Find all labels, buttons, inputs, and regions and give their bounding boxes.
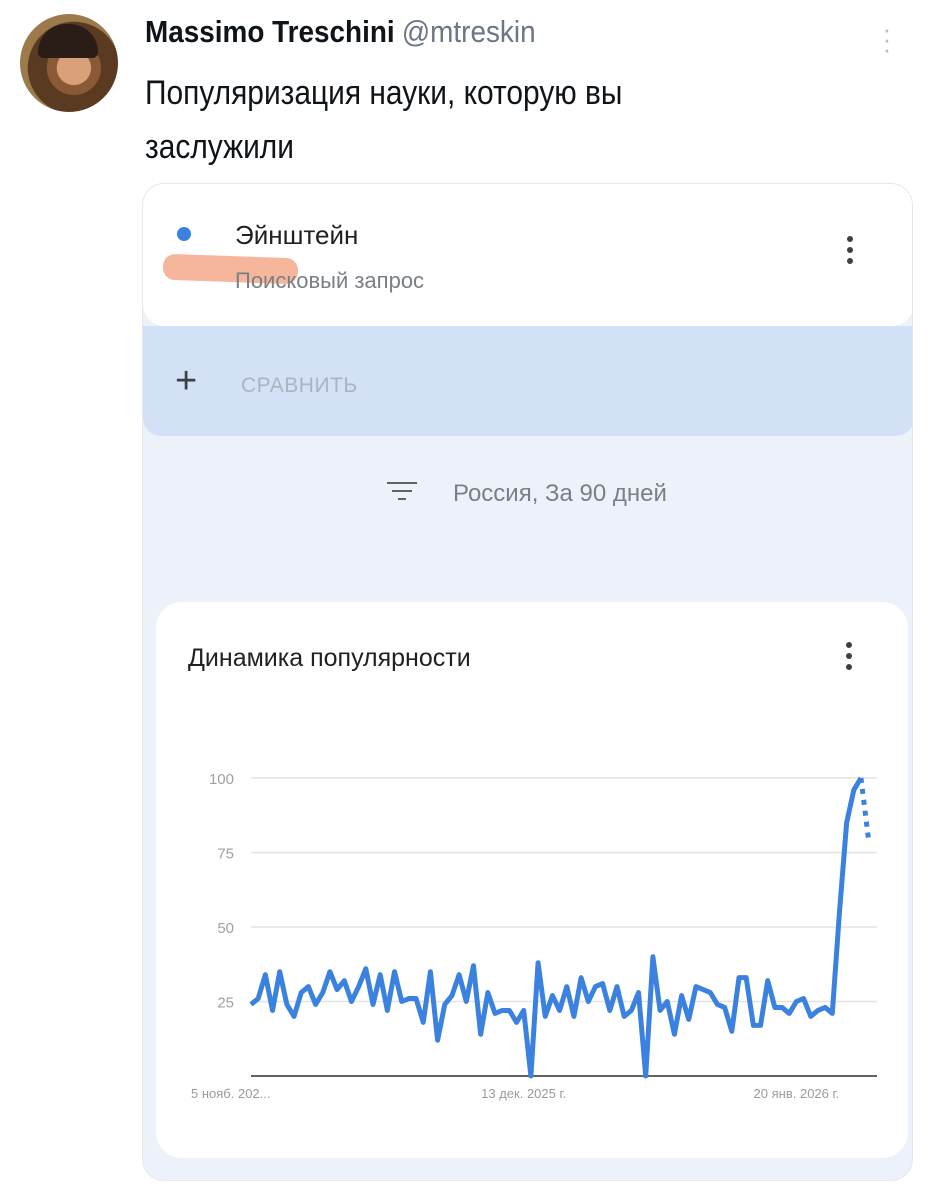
avatar[interactable] xyxy=(20,14,118,112)
partial-data-line xyxy=(858,777,872,844)
plus-icon: + xyxy=(175,360,198,402)
search-term-card: Эйнштейн Поисковый запрос xyxy=(143,184,912,326)
x-tick-label: 13 дек. 2025 г. xyxy=(481,1086,566,1101)
compare-label: СРАВНИТЬ xyxy=(241,374,358,397)
x-tick-label: 20 янв. 2026 г. xyxy=(754,1086,840,1101)
author-handle[interactable]: @mtreskin xyxy=(401,14,536,49)
y-tick-label: 50 xyxy=(217,920,234,937)
y-tick-label: 100 xyxy=(209,771,234,788)
author[interactable]: Massimo Treschini @mtreskin xyxy=(145,14,536,50)
tweet-text: Популяризация науки, которую вы заслужил… xyxy=(145,74,623,166)
series-color-dot xyxy=(177,227,191,241)
filter-summary[interactable]: Россия, За 90 дней xyxy=(453,480,667,507)
search-term: Эйнштейн xyxy=(235,220,359,250)
series-line xyxy=(249,776,864,1079)
author-name[interactable]: Massimo Treschini xyxy=(145,14,395,49)
more-options-icon[interactable]: · · · xyxy=(882,14,892,64)
trends-screenshot: Эйнштейн Поисковый запрос + СРАВНИТЬ Рос… xyxy=(142,183,913,1181)
compare-button[interactable]: + СРАВНИТЬ xyxy=(143,326,912,436)
interest-over-time-card: Динамика популярности 100 75 50 25 5 нояб. 2… xyxy=(156,602,908,1158)
y-tick-label: 75 xyxy=(217,846,234,863)
term-menu-icon[interactable] xyxy=(847,236,853,264)
y-tick-label: 25 xyxy=(217,995,234,1012)
chart-menu-icon[interactable] xyxy=(846,642,852,670)
chart-title: Динамика популярности xyxy=(188,644,471,672)
search-term-type: Поисковый запрос xyxy=(235,268,425,293)
line-chart: 100 75 50 25 5 нояб. 202... 13 дек. 2025 г. 20… xyxy=(191,771,877,1101)
filter-icon[interactable] xyxy=(387,482,417,506)
x-tick-label: 5 нояб. 202... xyxy=(191,1086,271,1101)
